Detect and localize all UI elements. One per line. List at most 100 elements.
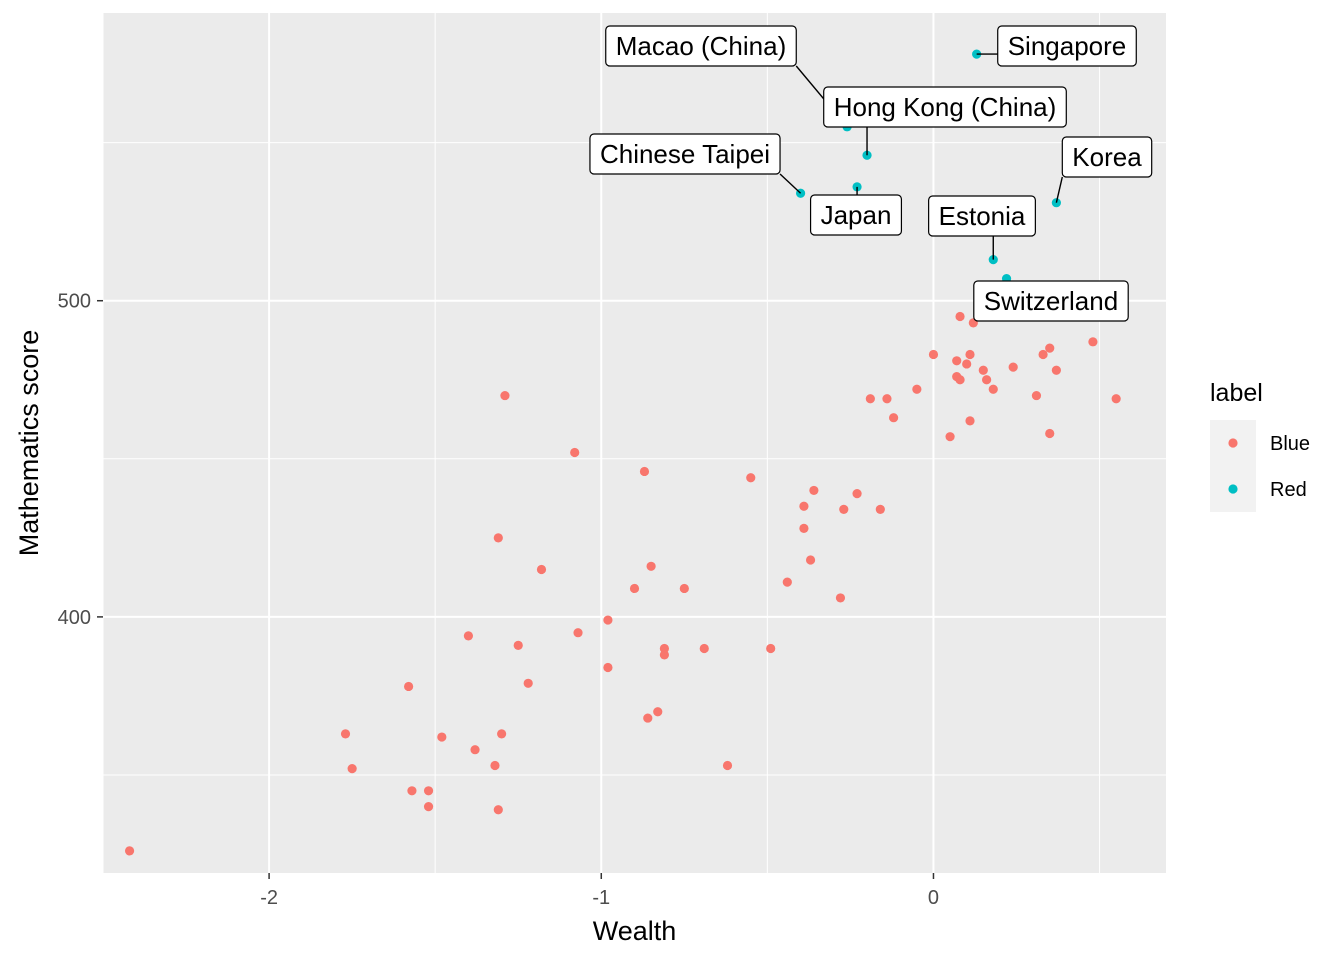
point-blue xyxy=(766,643,776,654)
point-blue xyxy=(124,846,135,856)
point-blue xyxy=(463,631,474,641)
point-blue xyxy=(965,416,975,426)
point-blue xyxy=(746,473,756,483)
data-points xyxy=(124,49,1121,856)
point-blue xyxy=(437,732,447,742)
point-blue xyxy=(639,466,650,477)
annotation-box xyxy=(823,86,1067,128)
point-blue xyxy=(912,384,922,394)
point-blue xyxy=(782,577,792,587)
annotation-text: Singapore xyxy=(1008,31,1127,61)
annotation-box xyxy=(809,194,903,236)
y-axis-ticks: 400 500 xyxy=(58,291,103,629)
annotation-text: Switzerland xyxy=(984,286,1118,316)
point-blue xyxy=(882,394,892,404)
point-blue xyxy=(603,662,613,673)
point-blue xyxy=(889,413,899,423)
point-blue xyxy=(646,561,656,571)
point-blue xyxy=(470,745,480,755)
point-blue xyxy=(1038,349,1048,360)
point-blue xyxy=(875,504,885,514)
annotation-label: Switzerland xyxy=(973,280,1129,322)
legend-key-blue xyxy=(1228,438,1238,448)
annotation-leader-line xyxy=(779,173,802,194)
point-blue xyxy=(493,533,503,543)
point-blue xyxy=(570,447,580,458)
point-blue xyxy=(407,786,417,796)
x-tick-label: -1 xyxy=(592,887,610,909)
legend-key-red xyxy=(1228,484,1238,494)
point-blue xyxy=(809,485,819,496)
annotation-leader-line xyxy=(1055,176,1063,203)
annotation-label: Estonia xyxy=(928,195,1036,260)
point-blue xyxy=(722,760,733,771)
point-blue xyxy=(955,375,965,385)
point-blue xyxy=(835,593,846,603)
legend-label: Blue xyxy=(1270,433,1310,455)
annotation-text: Chinese Taipei xyxy=(600,139,770,169)
point-blue xyxy=(497,729,507,739)
point-blue xyxy=(952,356,962,366)
annotation-label: Japan xyxy=(809,186,903,236)
point-blue xyxy=(799,501,809,511)
point-blue xyxy=(423,786,434,796)
annotation-label: Hong Kong (China) xyxy=(823,86,1067,156)
point-blue xyxy=(493,805,503,815)
x-tick-label: 0 xyxy=(928,887,939,909)
legend-title: label xyxy=(1210,379,1263,407)
annotation-box xyxy=(1061,136,1153,178)
y-tick-label: 400 xyxy=(58,607,91,629)
point-blue xyxy=(852,488,862,499)
point-blue xyxy=(805,555,816,565)
point-blue xyxy=(523,678,533,688)
point-annotations: Singapore Macao (China) Hong Kong (China) C… xyxy=(589,25,1153,322)
y-axis-title: Mathematics score xyxy=(14,330,44,557)
annotation-box xyxy=(589,133,781,175)
point-blue xyxy=(423,802,434,812)
x-axis-title: Wealth xyxy=(593,916,677,946)
point-blue xyxy=(659,650,669,660)
annotation-text: Estonia xyxy=(939,201,1026,231)
point-blue xyxy=(679,583,689,594)
annotation-label: Singapore xyxy=(976,25,1137,67)
point-blue xyxy=(955,311,965,322)
point-blue xyxy=(988,384,998,394)
point-blue xyxy=(928,349,939,360)
point-blue xyxy=(945,432,955,442)
annotation-text: Macao (China) xyxy=(616,31,787,61)
point-blue xyxy=(513,640,523,650)
point-blue xyxy=(603,615,613,625)
x-axis-ticks: -2 -1 0 xyxy=(260,873,939,909)
annotation-text: Japan xyxy=(821,200,892,230)
y-tick-label: 500 xyxy=(58,291,91,313)
annotation-box xyxy=(997,25,1137,67)
legend-items: Blue Red xyxy=(1228,433,1310,501)
point-blue xyxy=(643,713,653,723)
point-blue xyxy=(1008,362,1018,372)
point-blue xyxy=(1045,343,1055,353)
point-blue xyxy=(404,681,414,692)
legend-key-background xyxy=(1210,420,1256,512)
point-blue xyxy=(490,760,500,771)
point-blue xyxy=(653,707,663,717)
point-blue xyxy=(839,504,849,514)
annotation-label: Korea xyxy=(1055,136,1153,203)
point-blue xyxy=(978,365,988,375)
point-blue xyxy=(865,394,875,404)
point-blue xyxy=(573,628,583,638)
point-blue xyxy=(500,390,510,401)
annotation-label: Macao (China) xyxy=(605,25,848,128)
point-blue xyxy=(347,764,357,774)
point-blue xyxy=(965,349,975,360)
annotation-box xyxy=(973,280,1129,322)
annotation-text: Hong Kong (China) xyxy=(834,92,1057,122)
point-blue xyxy=(659,643,669,654)
point-blue xyxy=(340,729,351,739)
annotation-text: Korea xyxy=(1072,142,1142,172)
legend-label: Red xyxy=(1270,479,1307,501)
x-tick-label: -2 xyxy=(260,887,278,909)
point-blue xyxy=(699,643,709,654)
point-blue xyxy=(1045,428,1055,439)
point-blue xyxy=(1111,394,1121,404)
point-blue xyxy=(629,583,640,594)
